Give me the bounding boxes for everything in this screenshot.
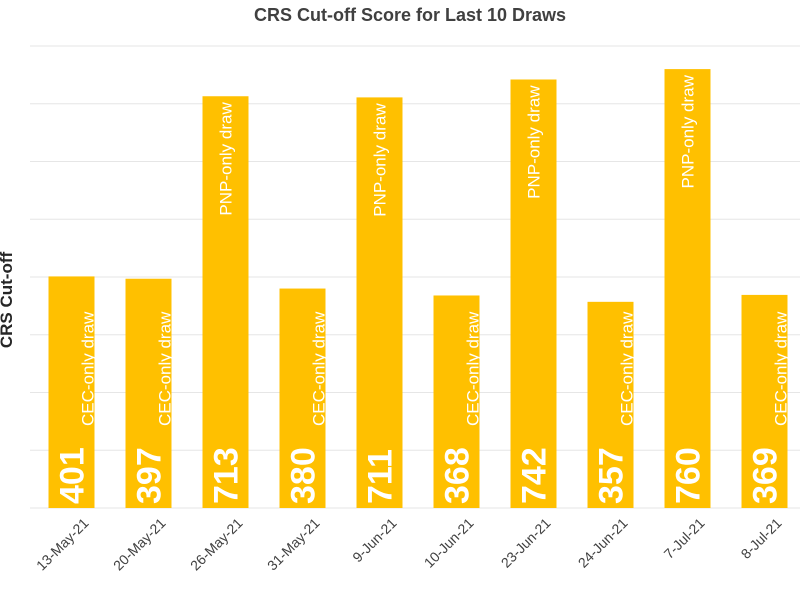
x-tick-label: 26-May-21: [187, 515, 246, 574]
y-axis-label: CRS Cut-off: [0, 252, 16, 349]
x-tick-label: 23-Jun-21: [498, 515, 554, 571]
bar: [510, 79, 557, 509]
annotation-label: CEC-only draw: [618, 311, 637, 426]
annotation-label: PNP-only draw: [679, 74, 698, 188]
x-tick-label: 9-Jun-21: [349, 515, 400, 566]
x-tick-label: 7-Jul-21: [661, 515, 708, 562]
bar: [125, 278, 172, 508]
bar: [48, 276, 95, 508]
value-label: 369: [747, 447, 785, 504]
x-tick-label: 24-Jun-21: [575, 515, 631, 571]
bar: [356, 97, 403, 509]
annotation-label: CEC-only draw: [772, 311, 791, 426]
bar: [587, 301, 634, 508]
value-label: 711: [362, 449, 400, 504]
x-tick-label: 31-May-21: [264, 515, 323, 574]
bar: [741, 294, 788, 508]
value-label: 397: [131, 447, 169, 504]
value-label: 368: [439, 447, 477, 504]
value-label: 380: [285, 447, 323, 504]
bar: [433, 295, 480, 508]
bar: [279, 288, 326, 508]
x-tick-label: 13-May-21: [33, 515, 92, 574]
value-label: 357: [593, 447, 631, 504]
value-label: 713: [208, 447, 246, 504]
annotation-label: CEC-only draw: [464, 311, 483, 426]
bars: 401 CEC-only draw 397 CEC-only draw 713 PNP-o…: [48, 69, 791, 509]
annotation-label: CEC-only draw: [79, 311, 98, 426]
x-axis-ticks: 13-May-21 20-May-21 26-May-21 31-May-21 9-Ju…: [33, 515, 785, 574]
annotation-label: PNP-only draw: [217, 102, 236, 216]
x-tick-label: 10-Jun-21: [421, 515, 477, 571]
annotation-label: CEC-only draw: [310, 311, 329, 426]
value-label: 742: [516, 447, 554, 504]
annotation-label: PNP-only draw: [371, 103, 390, 217]
value-label: 401: [54, 447, 92, 504]
x-tick-label: 20-May-21: [110, 515, 169, 574]
chart-title: CRS Cut-off Score for Last 10 Draws: [254, 5, 566, 25]
x-tick-label: 8-Jul-21: [738, 515, 785, 562]
value-label: 760: [670, 447, 708, 504]
bar: [664, 69, 711, 508]
bar: [202, 96, 249, 509]
annotation-label: CEC-only draw: [156, 311, 175, 426]
annotation-label: PNP-only draw: [525, 85, 544, 199]
